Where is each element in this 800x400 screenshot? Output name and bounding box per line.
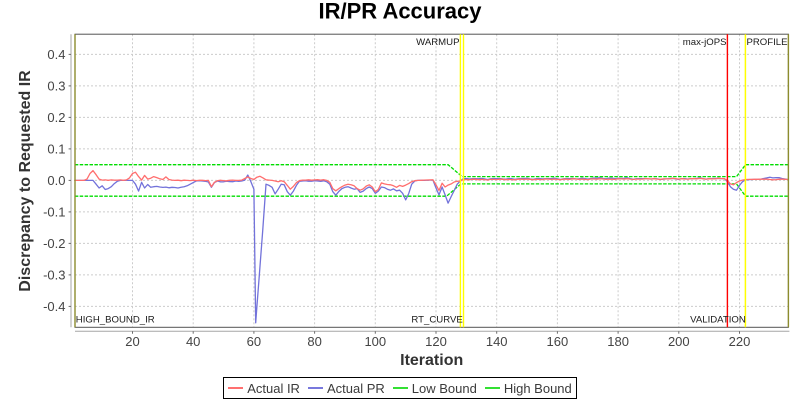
svg-text:80: 80: [307, 334, 321, 349]
svg-text:PROFILE: PROFILE: [746, 37, 787, 48]
svg-text:0.3: 0.3: [47, 78, 65, 93]
svg-text:160: 160: [547, 334, 569, 349]
svg-text:20: 20: [125, 334, 139, 349]
svg-text:-0.4: -0.4: [43, 299, 65, 314]
svg-text:VALIDATION: VALIDATION: [690, 314, 746, 325]
svg-text:0.2: 0.2: [47, 110, 65, 125]
svg-text:-0.3: -0.3: [43, 267, 65, 282]
svg-text:IR/PR Accuracy: IR/PR Accuracy: [318, 0, 482, 24]
svg-text:Discrepancy to Requested IR: Discrepancy to Requested IR: [17, 70, 34, 292]
svg-text:220: 220: [729, 334, 751, 349]
svg-text:200: 200: [668, 334, 690, 349]
svg-text:0.4: 0.4: [47, 47, 65, 62]
svg-text:40: 40: [186, 334, 200, 349]
svg-text:RT_CURVE: RT_CURVE: [411, 314, 462, 325]
svg-text:140: 140: [486, 334, 508, 349]
svg-text:0.0: 0.0: [47, 173, 65, 188]
svg-text:Iteration: Iteration: [400, 352, 463, 369]
svg-text:180: 180: [607, 334, 629, 349]
svg-text:100: 100: [364, 334, 386, 349]
svg-text:0.1: 0.1: [47, 141, 65, 156]
svg-text:120: 120: [425, 334, 447, 349]
svg-text:60: 60: [247, 334, 261, 349]
svg-text:-0.1: -0.1: [43, 204, 65, 219]
svg-text:HIGH_BOUND_IR: HIGH_BOUND_IR: [76, 314, 155, 325]
svg-text:-0.2: -0.2: [43, 236, 65, 251]
svg-text:WARMUP: WARMUP: [416, 37, 459, 48]
svg-text:max-jOPS: max-jOPS: [683, 37, 727, 48]
